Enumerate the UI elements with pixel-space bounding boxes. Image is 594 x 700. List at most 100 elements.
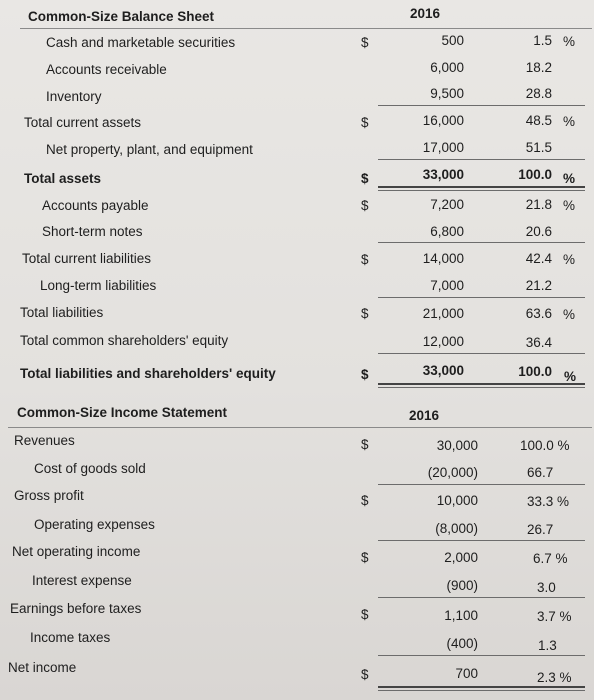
total-double-rule xyxy=(378,690,585,691)
amount: 6,000 xyxy=(430,60,464,75)
amount: 17,000 xyxy=(422,140,464,155)
percent: 1.3 xyxy=(538,638,557,653)
percent-sign: % xyxy=(563,34,576,49)
row-label: Accounts payable xyxy=(42,198,149,213)
row-label: Long-term liabilities xyxy=(40,278,157,293)
subtotal-rule xyxy=(378,242,585,243)
amount: 2,000 xyxy=(444,550,478,565)
total-double-rule xyxy=(378,686,585,688)
amount: 9,500 xyxy=(430,86,464,101)
amount: 7,200 xyxy=(430,197,464,212)
subtotal-rule xyxy=(378,484,585,485)
row-label: Short-term notes xyxy=(42,224,143,239)
amount: 21,000 xyxy=(422,306,464,321)
subtotal-rule xyxy=(378,540,585,541)
percent: 48.5 xyxy=(525,113,552,128)
currency-sign: $ xyxy=(361,171,369,186)
subtotal-rule xyxy=(378,297,585,298)
percent-sign: % xyxy=(563,307,576,322)
row-label: Total assets xyxy=(24,171,102,186)
subtotal-rule xyxy=(378,105,585,106)
row-label: Accounts receivable xyxy=(46,62,167,77)
row-label: Net operating income xyxy=(12,544,141,559)
row-label: Cash and marketable securities xyxy=(46,35,236,50)
percent: 6.7 % xyxy=(533,551,568,566)
row-label: Total current liabilities xyxy=(22,251,152,266)
percent-sign: % xyxy=(564,369,577,384)
percent-sign: % xyxy=(563,252,576,267)
currency-sign: $ xyxy=(361,306,369,321)
percent-sign: % xyxy=(563,114,576,129)
total-double-rule xyxy=(378,186,585,188)
percent: 36.4 xyxy=(525,335,552,350)
percent: 1.5 xyxy=(533,33,552,48)
subtotal-rule xyxy=(378,159,585,160)
percent: 21.8 xyxy=(525,197,552,212)
amount: 12,000 xyxy=(422,334,464,349)
percent: 100.0 xyxy=(518,167,552,182)
percent-sign: % xyxy=(563,171,576,186)
amount: 30,000 xyxy=(436,438,478,453)
amount: (900) xyxy=(446,578,478,593)
total-double-rule xyxy=(378,387,585,388)
income-statement-title: Common-Size Income Statement xyxy=(17,405,228,420)
currency-sign: $ xyxy=(361,493,369,508)
amount: 7,000 xyxy=(430,278,464,293)
currency-sign: $ xyxy=(361,667,369,682)
amount: 16,000 xyxy=(422,113,464,128)
balance-sheet-year: 2016 xyxy=(410,6,441,21)
percent: 2.3 % xyxy=(537,670,572,685)
amount: 14,000 xyxy=(422,251,464,266)
percent: 26.7 xyxy=(527,522,554,537)
row-label: Operating expenses xyxy=(34,517,155,532)
amount: 6,800 xyxy=(430,224,464,239)
percent: 100.0 xyxy=(518,364,552,379)
row-label: Cost of goods sold xyxy=(34,461,146,476)
subtotal-rule xyxy=(378,353,585,354)
income-statement-header-rule xyxy=(8,427,592,428)
amount: 1,100 xyxy=(444,608,478,623)
percent: 33.3 % xyxy=(527,494,570,509)
total-double-rule xyxy=(378,383,585,385)
currency-sign: $ xyxy=(361,367,369,382)
percent: 100.0 % xyxy=(520,438,570,453)
amount: (20,000) xyxy=(427,465,478,480)
currency-sign: $ xyxy=(361,550,369,565)
amount: 33,000 xyxy=(422,363,464,378)
percent: 66.7 xyxy=(527,465,554,480)
percent-sign: % xyxy=(563,198,576,213)
row-label: Interest expense xyxy=(32,573,132,588)
amount: 700 xyxy=(455,666,478,681)
row-label: Total liabilities xyxy=(20,305,104,320)
amount: 33,000 xyxy=(422,167,464,182)
percent: 51.5 xyxy=(525,140,552,155)
amount: (400) xyxy=(446,636,478,651)
row-label: Inventory xyxy=(46,89,102,104)
percent: 3.7 % xyxy=(537,609,572,624)
currency-sign: $ xyxy=(361,198,369,213)
total-double-rule xyxy=(378,190,585,191)
row-label: Income taxes xyxy=(30,630,111,645)
amount: (8,000) xyxy=(435,521,478,536)
row-label: Gross profit xyxy=(14,488,84,503)
row-label: Total current assets xyxy=(24,115,142,130)
amount: 500 xyxy=(441,33,464,48)
currency-sign: $ xyxy=(361,437,369,452)
balance-sheet-header-rule xyxy=(20,28,592,29)
income-statement-year: 2016 xyxy=(409,408,440,423)
subtotal-rule xyxy=(378,597,585,598)
row-label: Total liabilities and shareholders' equi… xyxy=(20,366,276,381)
row-label: Earnings before taxes xyxy=(10,601,142,616)
row-label: Revenues xyxy=(14,433,75,448)
row-label: Net income xyxy=(8,660,77,675)
percent: 28.8 xyxy=(525,86,552,101)
subtotal-rule xyxy=(378,655,585,656)
currency-sign: $ xyxy=(361,115,369,130)
percent: 42.4 xyxy=(525,251,552,266)
percent: 63.6 xyxy=(525,306,552,321)
currency-sign: $ xyxy=(361,252,369,267)
row-label: Total common shareholders' equity xyxy=(20,333,229,348)
percent: 20.6 xyxy=(525,224,552,239)
amount: 10,000 xyxy=(436,493,478,508)
